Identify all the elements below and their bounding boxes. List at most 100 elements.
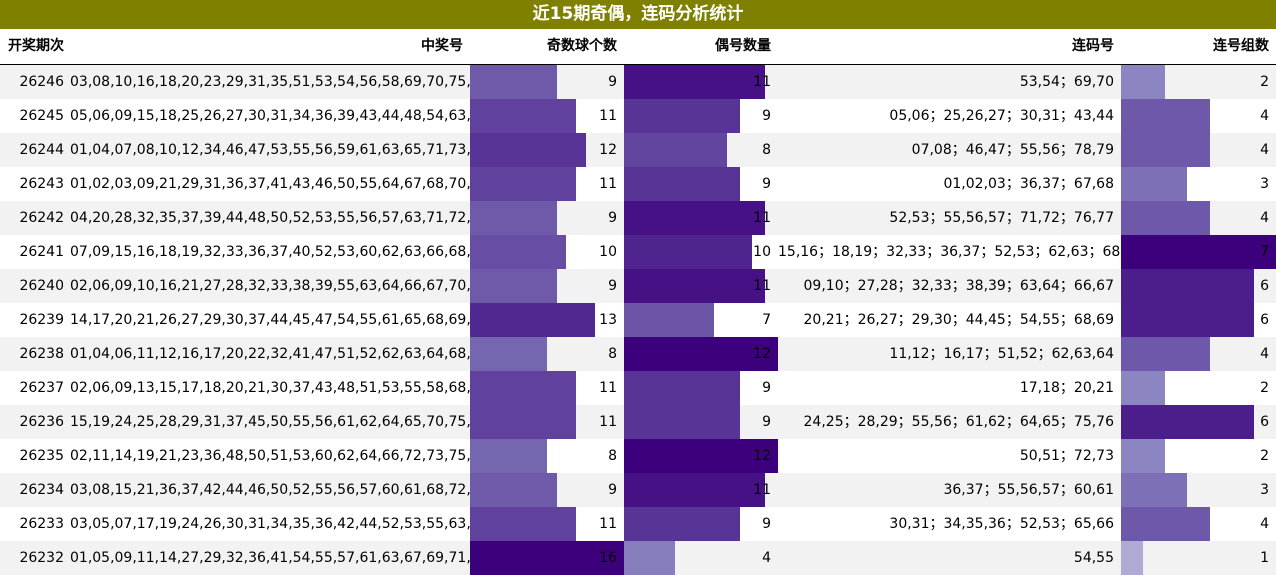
- odd-count-cell: 12: [470, 133, 624, 167]
- issue-number: 26238: [19, 346, 64, 362]
- odd-count-cell: 10: [470, 235, 624, 269]
- issue-number: 26239: [19, 312, 64, 328]
- issue-number: 26243: [19, 176, 64, 192]
- even-count-cell: 11: [624, 269, 778, 303]
- consecutive-groups-cell: 2: [1121, 65, 1276, 99]
- consecutive-numbers: 17,18；20,21: [1019, 380, 1114, 396]
- odd-count-bar: [470, 65, 557, 99]
- issue-number: 26234: [19, 482, 64, 498]
- winning-numbers: 14,17,20,21,26,27,29,30,37,44,45,47,54,5…: [70, 312, 470, 328]
- odd-count-cell: 9: [470, 473, 624, 507]
- even-count-cell: 9: [624, 99, 778, 133]
- consecutive-numbers: 11,12；16,17；51,52；62,63,64: [889, 346, 1114, 362]
- table-row: 26233 03,05,07,17,19,24,26,30,31,34,35,36…: [0, 507, 1276, 541]
- odd-count-bar: [470, 507, 576, 541]
- consecutive-groups-cell: 7: [1121, 235, 1276, 269]
- table-row: 26241 07,09,15,16,18,19,32,33,36,37,40,52…: [0, 235, 1276, 269]
- consecutive-numbers: 15,16；18,19；32,33；36,37；52,53；62,63；68,6…: [778, 244, 1121, 260]
- consecutive-groups-cell: 3: [1121, 167, 1276, 201]
- winning-numbers: 02,06,09,13,15,17,18,20,21,30,37,43,48,5…: [70, 380, 470, 396]
- consecutive-numbers: 05,06；25,26,27；30,31；43,44: [889, 108, 1114, 124]
- odd-count-cell: 8: [470, 439, 624, 473]
- consecutive-numbers: 53,54；69,70: [1019, 74, 1114, 90]
- even-count-bar: [624, 303, 714, 337]
- consecutive-groups-cell: 4: [1121, 201, 1276, 235]
- issue-number: 26233: [19, 516, 64, 532]
- consecutive-groups-bar: [1121, 303, 1254, 337]
- consecutive-groups-bar: [1121, 541, 1143, 575]
- winning-numbers: 05,06,09,15,18,25,26,27,30,31,34,36,39,4…: [70, 108, 470, 124]
- odd-count-cell: 11: [470, 507, 624, 541]
- even-count-cell: 11: [624, 201, 778, 235]
- even-count-cell: 9: [624, 405, 778, 439]
- table-row: 26245 05,06,09,15,18,25,26,27,30,31,34,36…: [0, 99, 1276, 133]
- odd-count-bar: [470, 235, 566, 269]
- table-row: 26239 14,17,20,21,26,27,29,30,37,44,45,47…: [0, 303, 1276, 337]
- odd-count-bar: [470, 405, 576, 439]
- consecutive-groups-value: 4: [1260, 210, 1269, 226]
- even-count-value: 11: [753, 210, 771, 226]
- odd-count-bar: [470, 269, 557, 303]
- even-count-bar: [624, 473, 765, 507]
- odd-count-value: 8: [608, 346, 617, 362]
- winning-numbers: 03,05,07,17,19,24,26,30,31,34,35,36,42,4…: [70, 516, 470, 532]
- consecutive-groups-bar: [1121, 337, 1210, 371]
- consecutive-groups-cell: 2: [1121, 371, 1276, 405]
- consecutive-groups-value: 4: [1260, 142, 1269, 158]
- table-row: 26246 03,08,10,16,18,20,23,29,31,35,51,53…: [0, 65, 1276, 99]
- consecutive-groups-value: 3: [1260, 482, 1269, 498]
- odd-count-bar: [470, 201, 557, 235]
- even-count-cell: 9: [624, 507, 778, 541]
- consecutive-numbers: 30,31；34,35,36；52,53；65,66: [889, 516, 1114, 532]
- even-count-value: 7: [762, 312, 771, 328]
- odd-count-value: 11: [599, 380, 617, 396]
- even-count-cell: 12: [624, 439, 778, 473]
- odd-count-value: 10: [599, 244, 617, 260]
- consecutive-groups-value: 4: [1260, 108, 1269, 124]
- even-count-value: 11: [753, 482, 771, 498]
- consecutive-groups-bar: [1121, 201, 1210, 235]
- consecutive-numbers: 36,37；55,56,57；60,61: [943, 482, 1114, 498]
- consecutive-groups-cell: 2: [1121, 439, 1276, 473]
- consecutive-groups-bar: [1121, 405, 1254, 439]
- header-numbers: 中奖号: [421, 38, 463, 54]
- consecutive-groups-bar: [1121, 507, 1210, 541]
- winning-numbers: 04,20,28,32,35,37,39,44,48,50,52,53,55,5…: [70, 210, 470, 226]
- consecutive-groups-bar: [1121, 65, 1165, 99]
- even-count-cell: 12: [624, 337, 778, 371]
- consecutive-groups-cell: 3: [1121, 473, 1276, 507]
- consecutive-groups-value: 3: [1260, 176, 1269, 192]
- consecutive-groups-bar: [1121, 473, 1187, 507]
- table-row: 26240 02,06,09,10,16,21,27,28,32,33,38,39…: [0, 269, 1276, 303]
- even-count-value: 9: [762, 516, 771, 532]
- odd-count-bar: [470, 133, 586, 167]
- even-count-value: 4: [762, 550, 771, 566]
- even-count-cell: 4: [624, 541, 778, 575]
- even-count-value: 9: [762, 414, 771, 430]
- consecutive-groups-value: 2: [1260, 380, 1269, 396]
- even-count-value: 9: [762, 108, 771, 124]
- even-count-bar: [624, 541, 675, 575]
- even-count-bar: [624, 65, 765, 99]
- consecutive-groups-cell: 6: [1121, 303, 1276, 337]
- odd-count-cell: 16: [470, 541, 624, 575]
- odd-count-value: 13: [599, 312, 617, 328]
- consecutive-groups-value: 1: [1260, 550, 1269, 566]
- issue-number: 26244: [19, 142, 64, 158]
- even-count-bar: [624, 439, 778, 473]
- table-title: 近15期奇偶，连码分析统计: [0, 0, 1276, 29]
- odd-count-value: 11: [599, 516, 617, 532]
- odd-count-value: 9: [608, 278, 617, 294]
- odd-count-value: 11: [599, 108, 617, 124]
- even-count-bar: [624, 269, 765, 303]
- table-header: 开奖期次 中奖号 奇数球个数 偶号数量 连码号 连号组数: [0, 29, 1276, 65]
- odd-count-bar: [470, 303, 595, 337]
- odd-count-value: 8: [608, 448, 617, 464]
- consecutive-groups-bar: [1121, 439, 1165, 473]
- even-count-cell: 9: [624, 167, 778, 201]
- winning-numbers: 03,08,15,21,36,37,42,44,46,50,52,55,56,5…: [70, 482, 470, 498]
- winning-numbers: 01,05,09,11,14,27,29,32,36,41,54,55,57,6…: [70, 550, 470, 566]
- consecutive-groups-cell: 4: [1121, 133, 1276, 167]
- even-count-bar: [624, 507, 740, 541]
- table-row: 26243 01,02,03,09,21,29,31,36,37,41,43,46…: [0, 167, 1276, 201]
